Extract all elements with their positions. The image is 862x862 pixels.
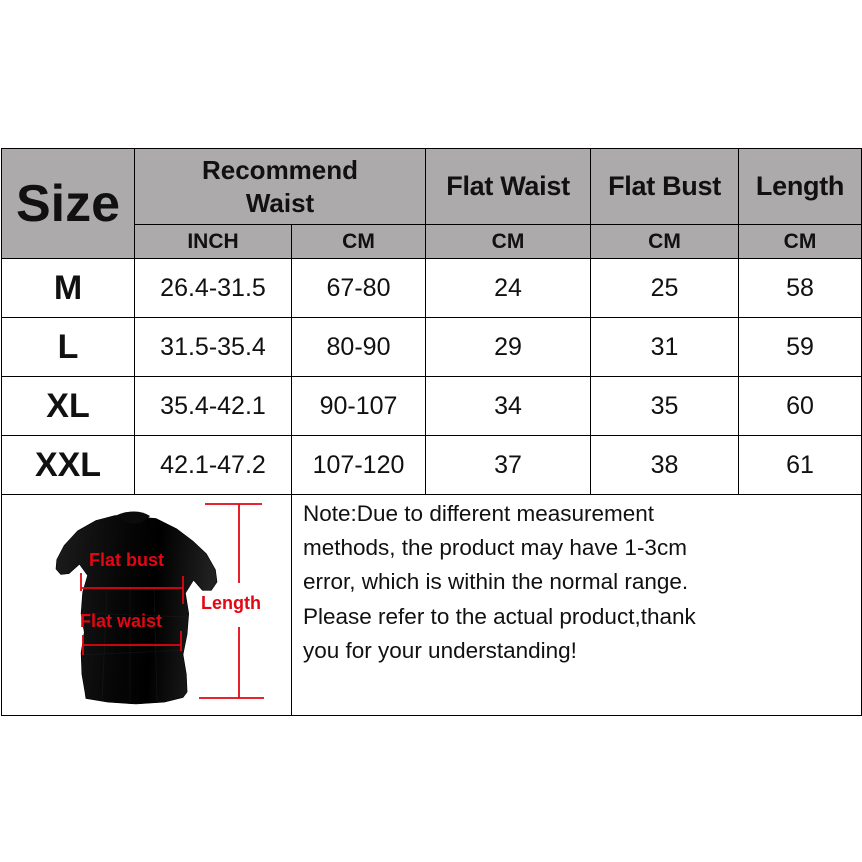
svg-text:Length: Length [201,593,261,613]
svg-text:Flat bust: Flat bust [89,550,164,570]
svg-text:Flat waist: Flat waist [80,611,162,631]
